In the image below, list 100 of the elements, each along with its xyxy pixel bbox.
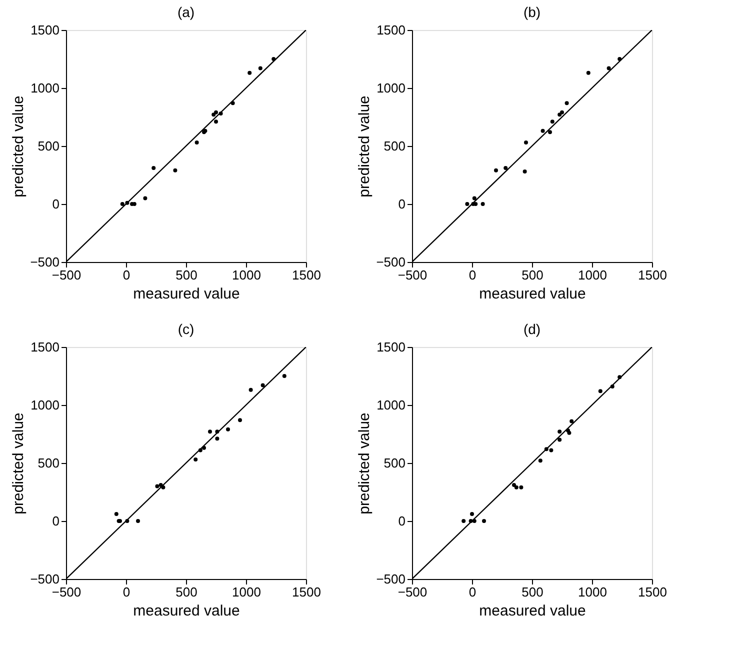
point: [214, 120, 218, 124]
point: [544, 447, 548, 452]
y-tick-label: 1500: [30, 22, 60, 38]
y-tick-label: 0: [398, 514, 406, 528]
x-tick-label: 500: [176, 584, 198, 600]
y-axis-title: predicted value: [356, 96, 374, 198]
x-axis-title: measured value: [133, 286, 240, 302]
x-axis-title: measured value: [133, 602, 240, 620]
point: [474, 202, 478, 206]
y-tick-label: 1500: [376, 340, 406, 354]
x-tick-label: 1500: [292, 584, 321, 600]
point: [158, 483, 163, 488]
point: [470, 512, 474, 516]
x-tick-label: 0: [122, 584, 130, 600]
point: [194, 458, 198, 462]
point: [230, 101, 235, 106]
y-tick-label: −500: [376, 254, 406, 270]
y-tick-label: −500: [30, 572, 60, 586]
point: [215, 430, 220, 434]
point: [519, 485, 524, 490]
x-axis-title: measured value: [479, 602, 586, 620]
y-tick-label: 1000: [376, 398, 406, 412]
y-tick-label: 1500: [376, 22, 406, 38]
point: [155, 484, 160, 488]
point: [212, 112, 216, 117]
x-tick-label: 500: [522, 584, 544, 600]
point: [514, 485, 518, 490]
point: [218, 112, 223, 116]
y-tick-label: 1000: [30, 80, 60, 96]
x-tick-label: 1500: [292, 268, 321, 282]
point: [120, 202, 124, 206]
x-tick-label: 1000: [232, 584, 261, 600]
point: [125, 200, 130, 205]
point: [198, 448, 202, 452]
point: [114, 512, 118, 516]
point: [258, 66, 262, 70]
point: [248, 388, 253, 392]
x-tick-label: 1500: [638, 268, 667, 282]
chart-title: (a): [177, 4, 195, 20]
x-tick-label: 0: [468, 584, 476, 600]
point: [136, 519, 140, 523]
point: [558, 430, 562, 434]
y-tick-label: 1000: [30, 398, 60, 412]
point: [618, 57, 622, 61]
point: [472, 519, 476, 523]
x-tick-label: 500: [176, 268, 198, 282]
point: [548, 130, 552, 134]
y-axis-title: predicted value: [10, 412, 28, 514]
x-tick-label: 1000: [232, 268, 261, 282]
y-tick-label: −500: [30, 254, 60, 270]
point: [522, 170, 527, 174]
point: [570, 419, 574, 424]
x-tick-label: 1000: [578, 268, 607, 282]
point: [480, 202, 485, 206]
y-tick-label: 500: [384, 456, 406, 470]
x-tick-label: 1500: [638, 584, 667, 600]
chart-title: (b): [523, 4, 541, 20]
y-axis-title: predicted value: [356, 412, 374, 514]
point: [618, 375, 622, 380]
x-tick-label: 500: [522, 268, 544, 282]
point: [560, 110, 564, 114]
y-tick-label: 0: [398, 196, 406, 212]
point: [462, 519, 466, 523]
point: [540, 128, 545, 133]
point: [538, 458, 542, 463]
point: [494, 168, 498, 172]
y-tick-label: −500: [376, 572, 406, 586]
point: [482, 519, 486, 523]
point: [226, 427, 230, 432]
point: [558, 112, 562, 117]
point: [214, 110, 218, 114]
point: [125, 519, 130, 523]
point: [282, 374, 286, 378]
y-tick-label: 500: [38, 138, 60, 154]
point: [549, 448, 554, 452]
y-tick-label: 1500: [30, 340, 60, 354]
x-tick-label: 0: [122, 268, 130, 282]
chart-title: (d): [523, 321, 541, 337]
point: [598, 389, 602, 394]
point: [161, 485, 166, 490]
point: [472, 196, 476, 200]
point: [606, 66, 611, 70]
y-tick-label: 500: [384, 138, 406, 154]
y-tick-label: 500: [38, 456, 60, 470]
x-tick-label: 0: [468, 268, 476, 282]
point: [512, 483, 516, 488]
point: [550, 120, 554, 124]
point: [272, 57, 276, 61]
y-axis-title: predicted value: [10, 96, 28, 198]
point: [260, 383, 265, 388]
point: [468, 519, 473, 523]
point: [173, 168, 178, 172]
point: [215, 436, 220, 441]
point: [586, 70, 590, 75]
point: [504, 166, 508, 170]
x-tick-label: 1000: [578, 584, 607, 600]
point: [202, 446, 206, 450]
point: [558, 438, 562, 442]
point: [465, 202, 470, 206]
chart-title: (c): [178, 321, 194, 337]
